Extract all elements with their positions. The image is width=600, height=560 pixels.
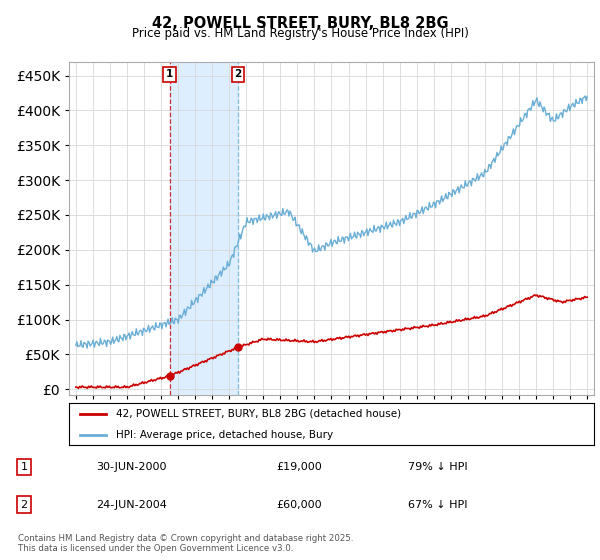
Text: 42, POWELL STREET, BURY, BL8 2BG (detached house): 42, POWELL STREET, BURY, BL8 2BG (detach… (116, 409, 401, 419)
Text: 30-JUN-2000: 30-JUN-2000 (96, 462, 167, 472)
Text: Price paid vs. HM Land Registry's House Price Index (HPI): Price paid vs. HM Land Registry's House … (131, 27, 469, 40)
Text: Contains HM Land Registry data © Crown copyright and database right 2025.
This d: Contains HM Land Registry data © Crown c… (18, 534, 353, 553)
Text: 42, POWELL STREET, BURY, BL8 2BG: 42, POWELL STREET, BURY, BL8 2BG (152, 16, 448, 31)
Text: 67% ↓ HPI: 67% ↓ HPI (408, 500, 467, 510)
Text: 24-JUN-2004: 24-JUN-2004 (96, 500, 167, 510)
Text: 79% ↓ HPI: 79% ↓ HPI (408, 462, 467, 472)
Text: 1: 1 (20, 462, 28, 472)
Text: 2: 2 (234, 69, 241, 79)
Text: 1: 1 (166, 69, 173, 79)
Text: £60,000: £60,000 (276, 500, 322, 510)
Bar (170, 62, 238, 395)
Text: 2: 2 (20, 500, 28, 510)
Text: HPI: Average price, detached house, Bury: HPI: Average price, detached house, Bury (116, 430, 334, 440)
Text: £19,000: £19,000 (276, 462, 322, 472)
